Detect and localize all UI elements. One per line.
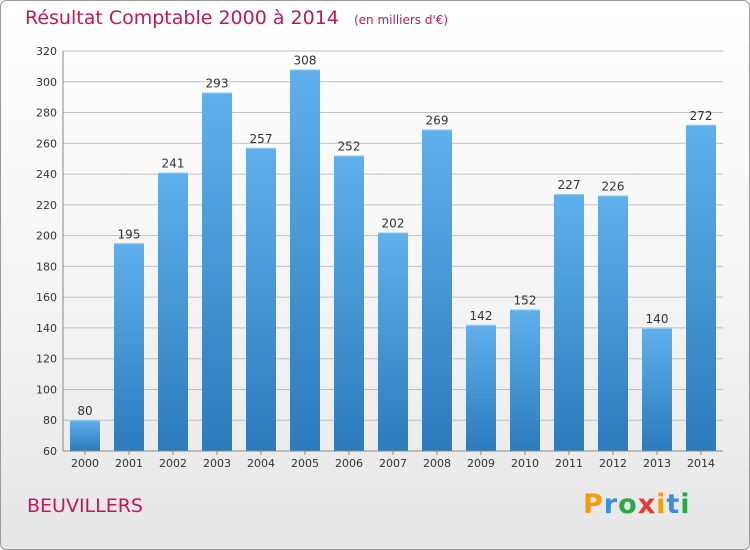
bar-2013 xyxy=(642,327,672,451)
chart-title: Résultat Comptable 2000 à 2014 xyxy=(25,7,339,29)
x-tick-label: 2011 xyxy=(555,457,583,470)
value-label: 226 xyxy=(602,180,625,194)
title-row: Résultat Comptable 2000 à 2014 (en milli… xyxy=(25,7,448,29)
y-tick-label: 80 xyxy=(43,414,57,427)
value-label: 257 xyxy=(250,132,273,146)
logo-letter: x xyxy=(637,489,657,520)
x-tick-label: 2013 xyxy=(643,457,671,470)
bar-2006 xyxy=(334,155,364,451)
logo-letter: r xyxy=(603,489,619,520)
value-label: 269 xyxy=(426,113,449,127)
y-tick-label: 300 xyxy=(36,76,57,89)
value-label: 272 xyxy=(690,109,713,123)
y-tick-label: 280 xyxy=(36,107,57,120)
bar-2011 xyxy=(554,194,584,452)
bar-2009 xyxy=(466,324,496,451)
x-tick-label: 2001 xyxy=(115,457,143,470)
value-label: 152 xyxy=(514,293,537,307)
value-label: 142 xyxy=(470,309,493,323)
bar-2000 xyxy=(70,420,100,451)
axes: 60 80 100 120 140 160 180 200 220 240 260 280 300 320… xyxy=(36,45,723,470)
bar-2008 xyxy=(422,129,452,451)
logo-letter: t xyxy=(666,489,681,520)
value-label: 308 xyxy=(294,53,317,67)
y-tick-label: 240 xyxy=(36,168,57,181)
y-tick-label: 320 xyxy=(36,45,57,58)
value-label: 202 xyxy=(382,217,405,231)
bar-2010 xyxy=(510,309,540,451)
y-tick-label: 60 xyxy=(43,445,57,458)
y-tick-label: 100 xyxy=(36,383,57,396)
x-tick-label: 2012 xyxy=(599,457,627,470)
bar-2003 xyxy=(202,92,232,452)
value-label: 227 xyxy=(558,178,581,192)
logo-letter: i xyxy=(680,489,691,520)
y-tick-label: 140 xyxy=(36,322,57,335)
bar-2005 xyxy=(290,69,320,451)
y-tick-label: 200 xyxy=(36,230,57,243)
bars xyxy=(70,69,716,452)
logo-letter: i xyxy=(656,489,667,520)
x-tick-label: 2007 xyxy=(379,457,407,470)
value-label: 80 xyxy=(77,404,92,418)
value-label: 252 xyxy=(338,140,361,154)
x-tick-label: 2010 xyxy=(511,457,539,470)
x-tick-label: 2002 xyxy=(159,457,187,470)
x-tick-label: 2000 xyxy=(71,457,99,470)
logo-letter: o xyxy=(618,489,638,520)
city-name: BEUVILLERS xyxy=(27,495,143,517)
proxiti-logo: Proxiti xyxy=(583,489,691,520)
x-tick-label: 2014 xyxy=(687,457,715,470)
y-tick-label: 160 xyxy=(36,291,57,304)
bar-2004 xyxy=(246,147,276,451)
x-tick-label: 2005 xyxy=(291,457,319,470)
bar-2012 xyxy=(598,195,628,451)
value-labels: 80 195 241 293 257 308 252 202 269 142 152 227 226 14… xyxy=(77,53,712,418)
bar-2002 xyxy=(158,172,188,452)
bar-2001 xyxy=(114,243,144,451)
y-tick-label: 120 xyxy=(36,353,57,366)
value-label: 293 xyxy=(206,77,229,91)
value-label: 195 xyxy=(118,227,141,241)
y-tick-label: 180 xyxy=(36,260,57,273)
logo-letter: P xyxy=(583,489,604,520)
y-tick-label: 220 xyxy=(36,199,57,212)
x-tick-label: 2004 xyxy=(247,457,275,470)
value-label: 241 xyxy=(162,157,185,171)
bar-2014 xyxy=(686,124,716,451)
value-label: 140 xyxy=(646,312,669,326)
y-tick-label: 260 xyxy=(36,137,57,150)
chart-subtitle: (en milliers d'€) xyxy=(353,13,449,27)
bar-2007 xyxy=(378,232,408,451)
x-tick-label: 2003 xyxy=(203,457,231,470)
x-tick-label: 2009 xyxy=(467,457,495,470)
x-tick-label: 2008 xyxy=(423,457,451,470)
x-tick-label: 2006 xyxy=(335,457,363,470)
